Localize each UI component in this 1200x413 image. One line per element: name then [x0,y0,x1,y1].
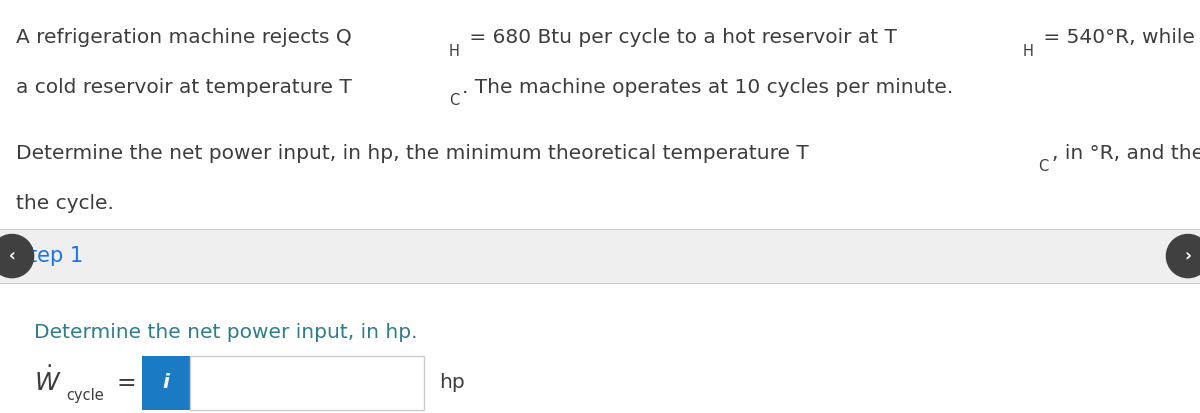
Text: ‹: ‹ [8,247,16,265]
Text: i: i [162,373,169,392]
Text: = 540°R, while receiving Q: = 540°R, while receiving Q [1037,28,1200,47]
Text: ›: › [1184,247,1192,265]
Text: =: = [116,371,136,395]
Text: H: H [449,44,460,59]
Text: A refrigeration machine rejects Q: A refrigeration machine rejects Q [16,28,352,47]
Text: , in °R, and the maximum coefficient of performance of: , in °R, and the maximum coefficient of … [1051,144,1200,163]
Bar [190,356,424,410]
Text: hp: hp [439,373,464,392]
Text: = 680 Btu per cycle to a hot reservoir at T: = 680 Btu per cycle to a hot reservoir a… [463,28,896,47]
Bar [0,229,1200,283]
Text: . The machine operates at 10 cycles per minute.: . The machine operates at 10 cycles per … [462,78,953,97]
Text: $\dot{W}$: $\dot{W}$ [34,366,61,396]
Ellipse shape [0,235,34,278]
Text: C: C [1038,159,1049,174]
Text: C: C [449,93,460,108]
Bar [142,356,190,410]
Text: tep 1: tep 1 [29,246,83,266]
Text: the cycle.: the cycle. [16,194,114,213]
Text: a cold reservoir at temperature T: a cold reservoir at temperature T [16,78,352,97]
Text: cycle: cycle [66,388,103,403]
Ellipse shape [1166,235,1200,278]
Text: H: H [1022,44,1033,59]
Text: Determine the net power input, in hp.: Determine the net power input, in hp. [34,323,418,342]
Text: Determine the net power input, in hp, the minimum theoretical temperature T: Determine the net power input, in hp, th… [16,144,809,163]
